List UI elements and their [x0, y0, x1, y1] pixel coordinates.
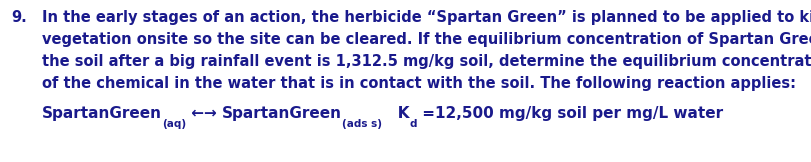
Text: vegetation onsite so the site can be cleared. If the equilibrium concentration o: vegetation onsite so the site can be cle… [42, 32, 811, 47]
Text: 9.: 9. [11, 10, 27, 25]
Text: K: K [382, 106, 410, 121]
Text: (ads s): (ads s) [342, 119, 382, 129]
Text: (aq): (aq) [162, 119, 187, 129]
Text: SpartanGreen: SpartanGreen [222, 106, 342, 121]
Text: =12,500 mg/kg soil per mg/L water: =12,500 mg/kg soil per mg/L water [418, 106, 723, 121]
Text: of the chemical in the water that is in contact with the soil. The following rea: of the chemical in the water that is in … [42, 76, 796, 91]
Text: ←→: ←→ [187, 106, 222, 121]
Text: the soil after a big rainfall event is 1,312.5 mg/kg soil, determine the equilib: the soil after a big rainfall event is 1… [42, 54, 811, 69]
Text: In the early stages of an action, the herbicide “Spartan Green” is planned to be: In the early stages of an action, the he… [42, 10, 811, 25]
Text: SpartanGreen: SpartanGreen [42, 106, 162, 121]
Text: d: d [410, 119, 418, 129]
